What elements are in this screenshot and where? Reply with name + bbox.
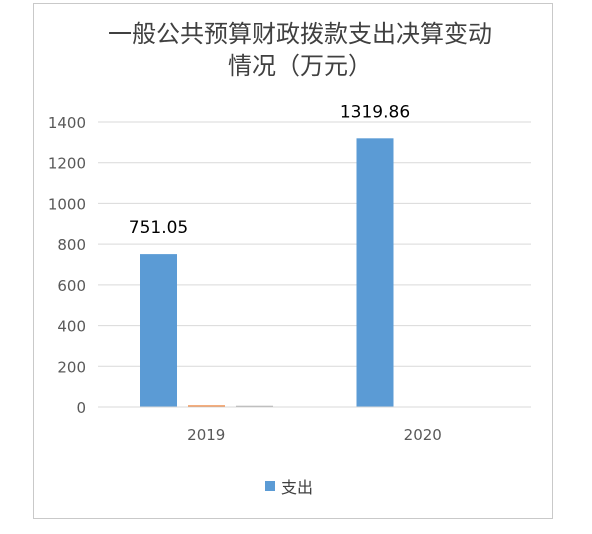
- bar-minor: [188, 405, 225, 407]
- x-tick-label: 2019: [187, 426, 225, 444]
- x-tick-label: 2020: [404, 426, 442, 444]
- bar-minor: [236, 405, 273, 407]
- y-tick-label: 800: [57, 236, 86, 254]
- y-tick-label: 1000: [48, 195, 86, 213]
- bar-expenditure: [140, 254, 177, 407]
- chart-title-line-2: 情况（万元）: [228, 52, 372, 80]
- y-tick-label: 1200: [48, 155, 86, 173]
- y-tick-label: 400: [57, 318, 86, 336]
- data-label: 751.05: [129, 218, 188, 238]
- chart-title-line-1: 一般公共预算财政拨款支出决算变动: [108, 20, 492, 48]
- chart-legend: 支出: [265, 474, 313, 498]
- chart-frame: [33, 3, 553, 519]
- chart-title: 一般公共预算财政拨款支出决算变动 情况（万元）: [40, 18, 560, 82]
- data-label: 1319.86: [340, 102, 410, 122]
- legend-label-expenditure: 支出: [281, 478, 314, 497]
- y-tick-label: 0: [76, 399, 86, 417]
- y-tick-label: 200: [57, 358, 86, 376]
- bar-expenditure: [356, 138, 394, 407]
- legend-swatch-expenditure: [265, 481, 275, 491]
- y-tick-label: 1400: [48, 114, 86, 132]
- y-tick-label: 600: [57, 277, 86, 295]
